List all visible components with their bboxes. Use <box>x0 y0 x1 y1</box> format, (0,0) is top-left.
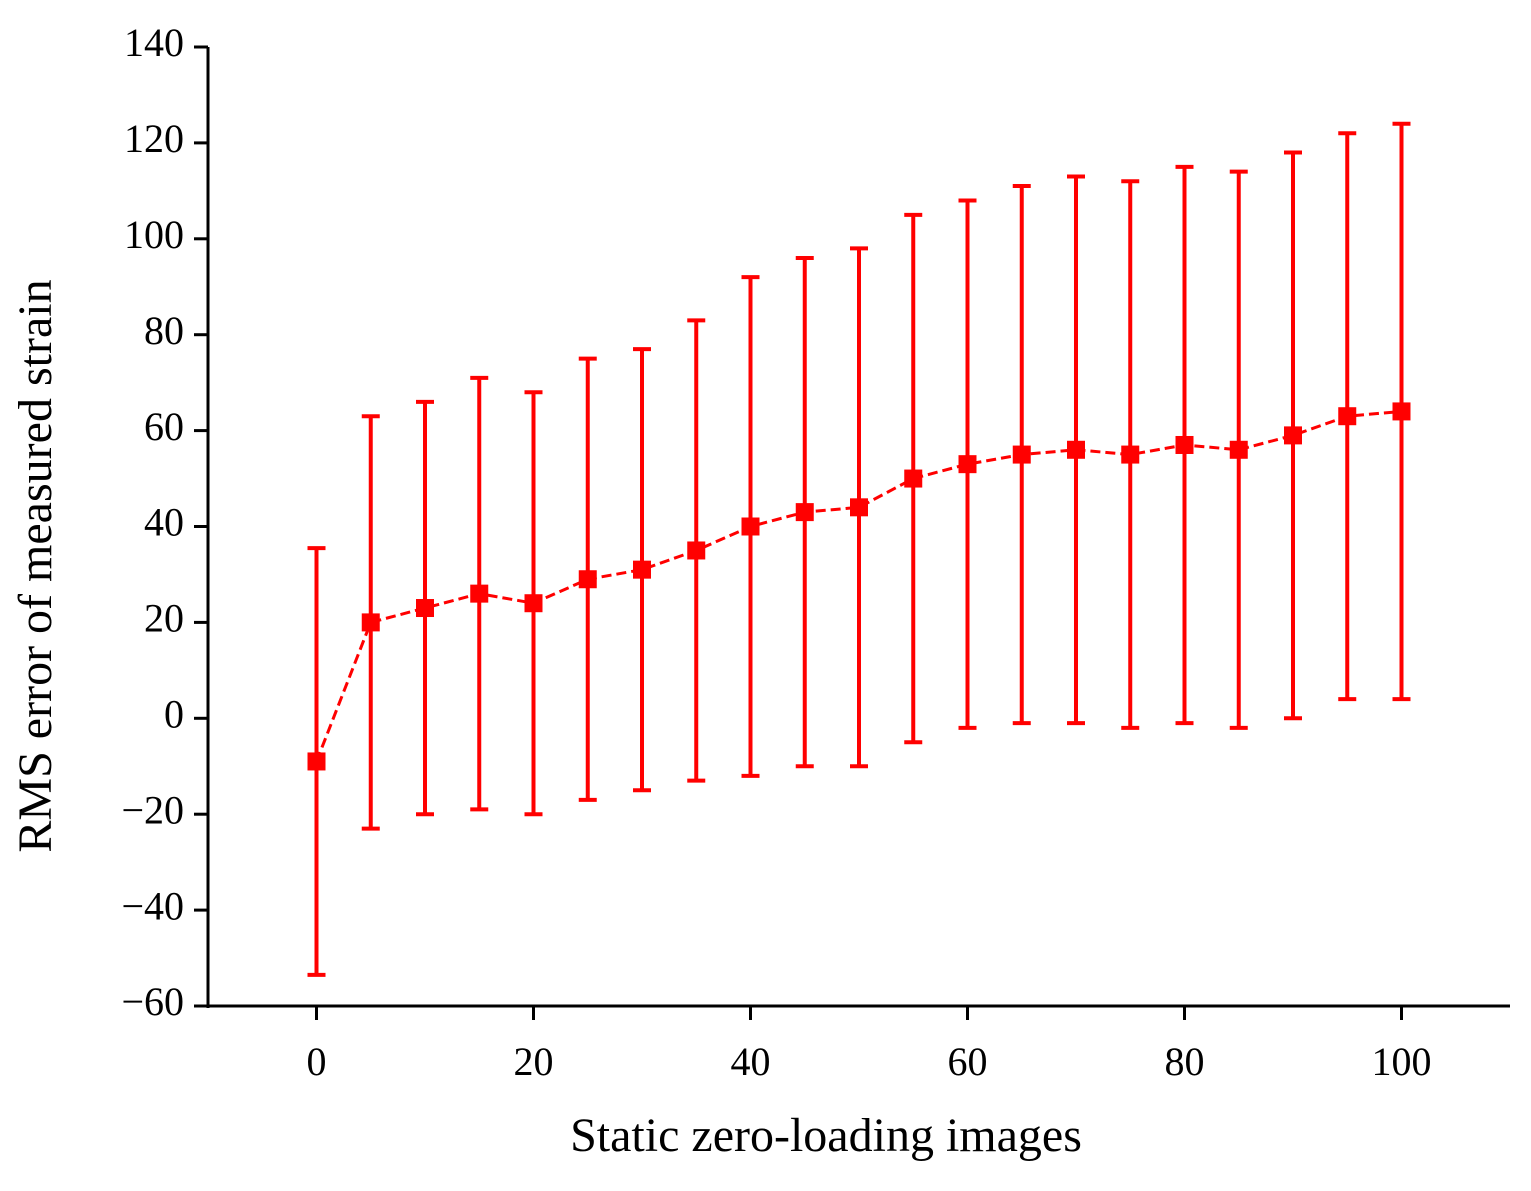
data-point <box>524 594 543 613</box>
data-point <box>958 455 977 474</box>
y-tick-label: 20 <box>144 596 184 641</box>
data-point <box>361 613 380 632</box>
data-point <box>578 570 597 589</box>
y-tick-label: 40 <box>144 500 184 545</box>
data-point <box>1175 435 1194 454</box>
data-point <box>307 752 326 771</box>
data-point <box>1338 407 1357 426</box>
x-tick-label: 60 <box>948 1039 988 1084</box>
data-point <box>1121 445 1140 464</box>
x-tick-label: 0 <box>307 1039 327 1084</box>
y-tick-label: 140 <box>124 20 184 65</box>
y-tick-label: −40 <box>121 883 184 928</box>
data-point <box>850 498 868 517</box>
data-point <box>904 469 923 488</box>
data-point <box>1392 402 1411 421</box>
data-point <box>1067 440 1085 459</box>
y-axis-title: RMS error of measured strain <box>9 279 62 852</box>
y-tick-label: −60 <box>121 979 184 1024</box>
x-tick-label: 80 <box>1165 1039 1205 1084</box>
x-axis-title: Static zero-loading images <box>570 1109 1082 1162</box>
y-tick-label: 60 <box>144 404 184 449</box>
data-point <box>741 517 760 536</box>
series-line <box>315 409 1402 763</box>
data-point <box>1229 440 1248 459</box>
y-tick-label: 100 <box>124 212 184 257</box>
x-tick-label: 100 <box>1372 1039 1432 1084</box>
data-point <box>633 560 651 579</box>
data-point <box>1284 426 1302 445</box>
y-tick-label: 0 <box>164 691 184 736</box>
x-tick-label: 40 <box>731 1039 771 1084</box>
y-tick-label: 80 <box>144 308 184 353</box>
data-point <box>687 541 706 560</box>
data-point <box>470 584 489 603</box>
data-point <box>795 503 814 522</box>
x-tick-label: 20 <box>514 1039 554 1084</box>
data-point <box>1012 445 1031 464</box>
data-point <box>416 599 434 618</box>
y-tick-label: 120 <box>124 116 184 161</box>
y-tick-label: −20 <box>121 787 184 832</box>
